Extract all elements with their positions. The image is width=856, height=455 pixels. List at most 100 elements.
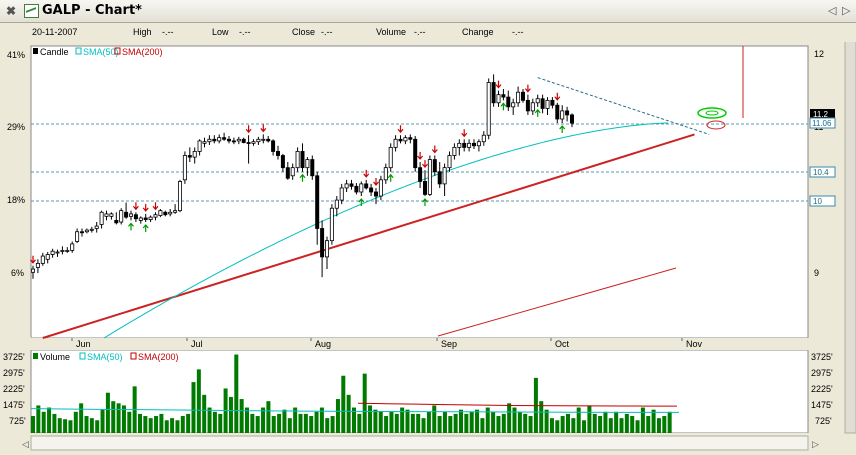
volume-bar bbox=[164, 420, 169, 433]
volume-bar bbox=[453, 413, 458, 433]
candle-body bbox=[138, 217, 143, 221]
volume-bar bbox=[52, 413, 57, 433]
legend-candle-swatch bbox=[33, 48, 38, 54]
candle-body bbox=[315, 175, 320, 229]
legend-volume-swatch bbox=[33, 353, 38, 359]
sell-signal-arrow bbox=[431, 145, 438, 154]
candle-body bbox=[408, 137, 413, 140]
candle-body bbox=[462, 142, 467, 148]
volume-bar bbox=[36, 405, 41, 433]
candle-body bbox=[50, 250, 55, 255]
price-sma50-line bbox=[103, 122, 669, 339]
volume-bar bbox=[196, 369, 201, 433]
volume-bar bbox=[68, 420, 73, 433]
info-low-value: -.-- bbox=[239, 27, 251, 37]
volume-bar bbox=[384, 416, 389, 433]
highlight-ellipse[interactable] bbox=[697, 107, 727, 119]
volume-bar bbox=[517, 411, 522, 433]
candle-body bbox=[300, 151, 305, 169]
volume-bar bbox=[373, 409, 378, 433]
info-high-label: High bbox=[133, 27, 152, 37]
volume-bar bbox=[202, 394, 207, 433]
price-label-10-4: 10.4 bbox=[813, 168, 829, 177]
candle-body bbox=[550, 99, 555, 106]
candle-body bbox=[457, 142, 462, 148]
candle-body bbox=[506, 96, 511, 108]
volume-bar bbox=[212, 411, 217, 433]
volume-bar bbox=[298, 413, 303, 433]
horizontal-scrollbar[interactable] bbox=[30, 435, 809, 451]
candle-body bbox=[290, 167, 295, 177]
candle-body bbox=[471, 142, 476, 147]
vertical-scrollbar[interactable] bbox=[844, 29, 856, 434]
volume-bar bbox=[603, 411, 608, 433]
volume-bar bbox=[261, 407, 266, 433]
price-label-10-bg bbox=[809, 195, 836, 207]
candle-body bbox=[560, 110, 565, 120]
chart-svg[interactable]: 41% 29% 18% 6% 12 11 10 9 11.2 11.06 10.… bbox=[0, 29, 856, 453]
candle-body bbox=[241, 138, 246, 143]
sell-signal-arrow bbox=[461, 129, 468, 138]
candle-body bbox=[104, 213, 109, 217]
volume-bar bbox=[378, 411, 383, 433]
volume-bar bbox=[646, 416, 651, 433]
volume-bar bbox=[582, 420, 587, 433]
volume-bar bbox=[480, 418, 485, 433]
volume-bar bbox=[84, 416, 89, 433]
volume-bar bbox=[410, 413, 415, 433]
volume-bar bbox=[357, 413, 362, 433]
volume-sma50-line bbox=[30, 408, 680, 413]
candle-body bbox=[89, 228, 94, 231]
legend-vol-sma200-swatch bbox=[130, 352, 137, 360]
candle-body bbox=[197, 140, 202, 152]
resistance-trendline bbox=[537, 77, 710, 135]
volume-bar bbox=[287, 418, 292, 433]
volume-bar bbox=[667, 411, 672, 433]
candle-body bbox=[285, 167, 290, 179]
volume-bar bbox=[635, 420, 640, 433]
candle-body bbox=[271, 140, 276, 152]
volume-bar bbox=[416, 413, 421, 433]
volume-bar bbox=[309, 416, 314, 433]
nav-right-icon[interactable]: ▷ bbox=[842, 5, 851, 17]
sell-signal-arrow bbox=[554, 92, 561, 101]
candle-body bbox=[555, 104, 560, 120]
close-icon[interactable]: ✖ bbox=[6, 4, 17, 18]
candle-body bbox=[369, 187, 374, 193]
legend-sma50: SMA(50) bbox=[83, 47, 119, 57]
support-trendline bbox=[42, 133, 695, 339]
vol-right-tick-2975: 2975' bbox=[811, 368, 833, 378]
month-label-nov: Nov bbox=[686, 339, 703, 349]
candle-body bbox=[251, 141, 256, 144]
sell-signal-arrow bbox=[30, 255, 36, 264]
vol-left-tick-2225: 2225' bbox=[3, 384, 25, 394]
legend-candle: Candle bbox=[40, 47, 69, 57]
nav-left-icon[interactable]: ◁ bbox=[828, 5, 837, 17]
legend-volume: Volume bbox=[40, 352, 70, 362]
price-label-10-4-bg bbox=[809, 166, 836, 178]
sell-signal-arrow bbox=[417, 151, 424, 160]
candle-body bbox=[55, 251, 60, 254]
volume-bar bbox=[89, 418, 94, 433]
sell-signal-arrow bbox=[260, 124, 267, 133]
scroll-right-icon[interactable]: ▷ bbox=[812, 439, 819, 449]
candle-body bbox=[349, 183, 354, 187]
sell-signal-arrow bbox=[132, 202, 139, 211]
volume-bar bbox=[437, 416, 442, 433]
volume-bar bbox=[389, 411, 394, 433]
volume-bar bbox=[63, 419, 68, 433]
sell-signal-arrow bbox=[422, 160, 428, 169]
candle-body bbox=[133, 214, 138, 220]
candle-body bbox=[398, 138, 403, 142]
volume-bar bbox=[560, 416, 565, 433]
info-change-label: Change bbox=[462, 27, 494, 37]
intersection-ellipse[interactable] bbox=[706, 120, 726, 130]
candle-body bbox=[378, 179, 383, 197]
candle-body bbox=[70, 243, 75, 251]
scroll-left-icon[interactable]: ◁ bbox=[22, 439, 29, 449]
chart-area[interactable]: 41% 29% 18% 6% 12 11 10 9 11.2 11.06 10.… bbox=[0, 29, 856, 453]
volume-bar bbox=[266, 401, 271, 433]
volume-bar bbox=[73, 411, 78, 433]
vol-right-tick-2225: 2225' bbox=[811, 384, 833, 394]
candle-body bbox=[373, 191, 378, 197]
